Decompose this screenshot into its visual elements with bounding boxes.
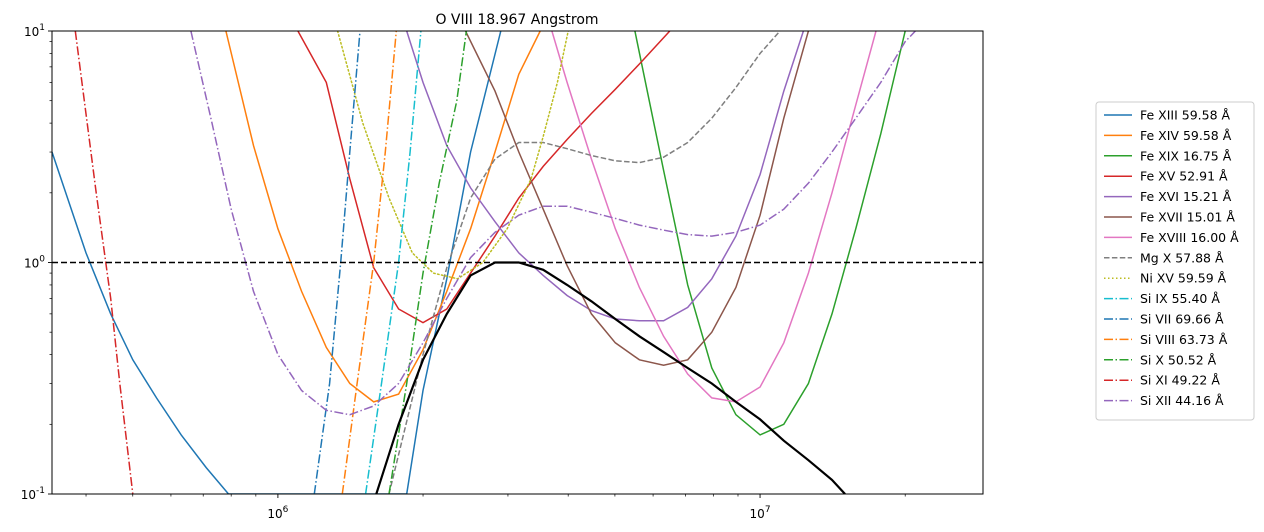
- legend-entry-label: Fe XVI 15.21 Å: [1140, 189, 1232, 204]
- axis-layer: 10-1 100 101 106 107: [21, 23, 906, 521]
- legend-entry-label: Fe XIX 16.75 Å: [1140, 148, 1232, 163]
- series-line: [190, 31, 916, 416]
- series-layer: [52, 31, 916, 494]
- series-line: [464, 31, 810, 366]
- series-line: [297, 31, 671, 324]
- x-tick-label: 106: [267, 505, 288, 521]
- series-line: [341, 31, 398, 494]
- series-line: [74, 31, 134, 494]
- envelope-line: [375, 261, 846, 494]
- legend-entry-label: Fe XVIII 16.00 Å: [1140, 230, 1239, 245]
- legend-entry-label: Fe XV 52.91 Å: [1140, 169, 1228, 184]
- series-line: [405, 31, 805, 322]
- legend-entry-label: Si IX 55.40 Å: [1140, 291, 1220, 306]
- series-line: [551, 31, 877, 403]
- series-line: [336, 31, 569, 280]
- legend-entry-label: Si VIII 63.73 Å: [1140, 332, 1228, 347]
- series-line: [52, 31, 502, 494]
- legend-entry-label: Mg X 57.88 Å: [1140, 250, 1224, 265]
- series-line: [388, 31, 468, 494]
- legend-entry-label: Si X 50.52 Å: [1140, 352, 1217, 367]
- series-line: [388, 31, 781, 494]
- y-tick-label: 10-1: [21, 486, 45, 502]
- legend: Fe XIII 59.58 Å Fe XIV 59.58 Å Fe XIX 16.7…: [1095, 101, 1255, 421]
- envelope-layer: [375, 261, 846, 494]
- y-tick-label: 100: [24, 255, 45, 271]
- legend-entry-label: Ni XV 59.59 Å: [1140, 271, 1227, 286]
- chart-title: O VIII 18.967 Angstrom: [435, 12, 598, 28]
- legend-entry-label: Fe XIII 59.58 Å: [1140, 108, 1231, 123]
- legend-entry-label: Si XII 44.16 Å: [1140, 393, 1224, 408]
- x-tick-label: 107: [750, 505, 771, 521]
- legend-box: [1095, 101, 1255, 421]
- legend-entry-label: Fe XIV 59.58 Å: [1140, 128, 1232, 143]
- series-line: [225, 31, 541, 403]
- legend-entry-label: Si VII 69.66 Å: [1140, 312, 1224, 327]
- legend-entry-label: Fe XVII 15.01 Å: [1140, 210, 1235, 225]
- legend-entry-label: Si XI 49.22 Å: [1140, 373, 1220, 388]
- y-tick-label: 101: [24, 23, 45, 39]
